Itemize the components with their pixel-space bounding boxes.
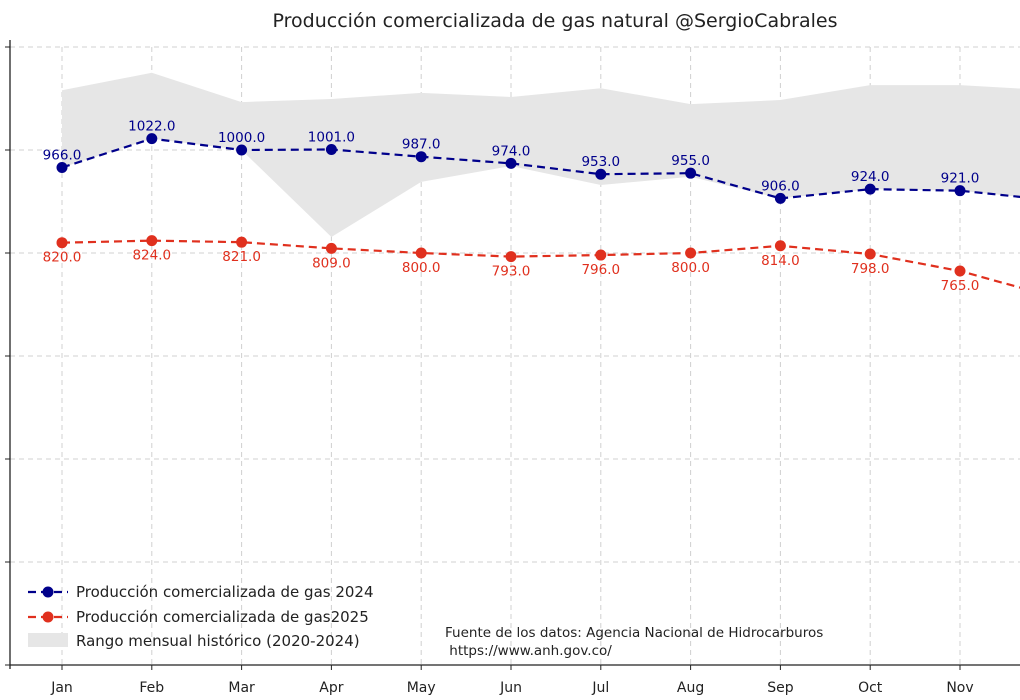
series-1: 966.0 1022.0 1000.0 1001.0 987.0 974.0 953.0 95… (43, 119, 1020, 204)
x-tick-label: Nov (946, 680, 973, 696)
legend-marker (42, 611, 54, 623)
data-label: 809.0 (312, 255, 351, 271)
data-label: 814.0 (761, 253, 800, 269)
data-point (595, 249, 607, 261)
data-label: 824.0 (132, 248, 171, 264)
series-line (61, 239, 1020, 289)
data-point (146, 235, 158, 247)
data-label: 974.0 (492, 143, 531, 159)
data-label: 793.0 (492, 264, 531, 280)
data-label: 1022.0 (128, 119, 175, 135)
data-point (236, 236, 248, 248)
legend-label: Producción comercializada de gas 2024 (76, 583, 374, 601)
series-2: 820.0 824.0 821.0 809.0 800.0 793.0 796.0 800.0… (43, 235, 1020, 294)
data-point (954, 265, 966, 277)
data-point (685, 247, 697, 259)
data-point (864, 183, 876, 195)
data-point (415, 151, 427, 163)
data-label: 800.0 (671, 260, 710, 276)
data-point (415, 247, 427, 259)
legend-band-swatch (28, 633, 68, 647)
x-tick-label: Oct (858, 680, 883, 696)
data-label: 906.0 (761, 178, 800, 194)
series-group: 966.0 1022.0 1000.0 1001.0 987.0 974.0 953.0 95… (43, 119, 1020, 294)
x-tick-label: May (407, 680, 436, 696)
data-label: 1001.0 (308, 129, 355, 145)
data-label: 966.0 (43, 148, 82, 164)
legend-label: Rango mensual histórico (2020-2024) (76, 632, 360, 650)
data-point (864, 248, 876, 260)
data-label: 796.0 (581, 262, 620, 278)
data-point (595, 168, 607, 180)
data-point (146, 133, 158, 145)
source-annotation: Fuente de los datos: Agencia Nacional de… (445, 625, 823, 641)
x-tick-label: Jun (499, 680, 522, 696)
historical-band (62, 72, 1020, 238)
data-label: 765.0 (941, 278, 980, 294)
data-label: 800.0 (402, 260, 441, 276)
data-point (56, 237, 68, 249)
x-tick-label: Feb (139, 680, 164, 696)
data-point (774, 192, 786, 204)
data-label: 820.0 (43, 250, 82, 266)
data-point (954, 185, 966, 197)
x-tick-label: Aug (677, 680, 704, 696)
x-tick-label: Sep (767, 680, 794, 696)
data-point (56, 162, 68, 174)
axes: JanFebMarAprMayJunJulAugSepOctNovDec (5, 40, 1020, 696)
data-label: 921.0 (941, 171, 980, 187)
data-point (325, 143, 337, 155)
series-line (61, 137, 1020, 200)
legend-marker (42, 586, 54, 598)
data-point (505, 157, 517, 169)
data-label: 1000.0 (218, 130, 265, 146)
data-label: 953.0 (581, 154, 620, 170)
source-url: https://www.anh.gov.co/ (445, 643, 612, 659)
x-tick-label: Apr (319, 680, 343, 696)
chart-title: Producción comercializada de gas natural… (273, 10, 838, 32)
data-label: 798.0 (851, 261, 890, 277)
legend-label: Producción comercializada de gas2025 (76, 608, 369, 626)
legend: Producción comercializada de gas 2024 Pro… (28, 583, 374, 650)
data-label: 987.0 (402, 137, 441, 153)
x-tick-label: Jul (591, 680, 609, 696)
data-point (685, 167, 697, 179)
data-label: 821.0 (222, 249, 261, 265)
data-point (505, 251, 517, 263)
historical-range-area (62, 72, 1020, 238)
data-label: 924.0 (851, 169, 890, 185)
x-tick-label: Jan (50, 680, 73, 696)
x-tick-label: Mar (228, 680, 255, 696)
data-point (325, 242, 337, 254)
data-point (774, 240, 786, 252)
data-point (236, 144, 248, 156)
data-label: 955.0 (671, 153, 710, 169)
